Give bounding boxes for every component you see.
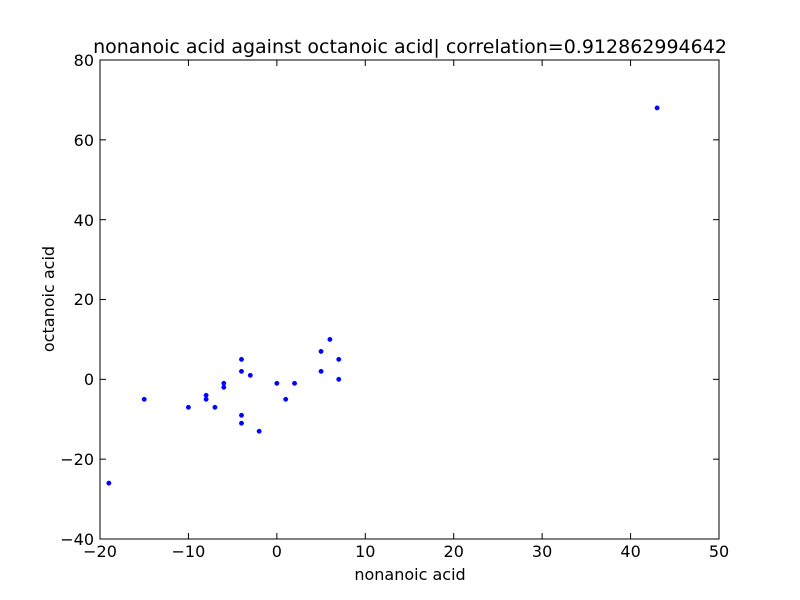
data-point (318, 348, 324, 354)
plot-area (99, 59, 720, 540)
x-tick-label: −10 (172, 542, 206, 561)
data-point (256, 428, 262, 434)
data-point (654, 105, 660, 111)
x-tick-label: 10 (355, 542, 375, 561)
data-point (212, 404, 218, 410)
data-point (327, 336, 333, 342)
data-points (106, 105, 660, 486)
data-point (203, 392, 209, 398)
data-point (239, 420, 244, 426)
data-point (283, 396, 289, 402)
x-tick-label: 40 (620, 542, 640, 561)
data-point (336, 356, 342, 362)
y-tick-label: 80 (74, 51, 94, 70)
x-tick-labels: −20 −10 0 10 20 30 40 50 (83, 542, 729, 561)
x-tick-label: 20 (444, 542, 464, 561)
x-tick-label: 0 (272, 542, 282, 561)
x-tick-label: 30 (532, 542, 552, 561)
data-point (239, 356, 244, 362)
axis-ticks (99, 59, 720, 540)
chart-title: nonanoic acid against octanoic acid| cor… (93, 36, 727, 58)
y-tick-label: 20 (74, 290, 94, 309)
x-tick-label: −20 (83, 542, 117, 561)
y-axis-label: octanoic acid (39, 246, 58, 352)
y-tick-label: −40 (60, 530, 94, 549)
data-point (239, 412, 244, 418)
data-point (141, 396, 147, 402)
data-point (318, 368, 324, 374)
y-tick-label: 0 (84, 370, 94, 389)
data-point (292, 380, 297, 386)
y-tick-labels: −40 −20 0 20 40 60 80 (60, 51, 94, 549)
data-point (221, 384, 227, 390)
data-point (106, 480, 112, 486)
data-point (221, 380, 227, 386)
x-axis-label: nonanoic acid (354, 565, 465, 584)
y-tick-label: 40 (74, 211, 94, 230)
data-point (274, 380, 280, 386)
data-point (336, 376, 342, 382)
x-tick-label: 50 (709, 542, 729, 561)
data-point (185, 404, 191, 410)
data-point (239, 368, 244, 374)
y-tick-label: 60 (74, 131, 94, 150)
y-tick-label: −20 (60, 450, 94, 469)
plot-frame (99, 59, 720, 540)
data-point (247, 372, 253, 378)
data-point (203, 396, 209, 402)
